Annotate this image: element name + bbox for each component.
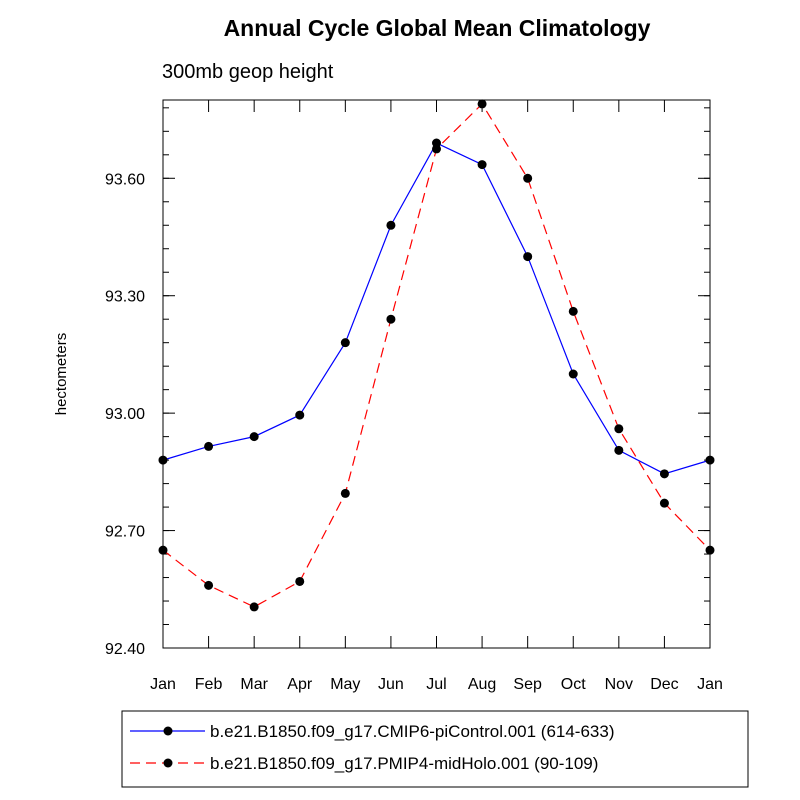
x-tick-label: Dec xyxy=(650,676,678,693)
plot-axes: Jan Feb Mar Apr May Jun Jul Aug Sep Oct Nov Dec Jan 9… xyxy=(105,99,723,693)
y-axis-label: hectometers xyxy=(53,333,70,416)
series-2-point xyxy=(340,488,350,498)
x-tick-label: Mar xyxy=(240,676,268,693)
series-2-point xyxy=(477,99,487,109)
series-1-point xyxy=(204,441,214,451)
series-1-point xyxy=(659,469,669,479)
legend-marker-2 xyxy=(163,758,173,768)
series-1-point xyxy=(249,432,259,442)
x-tick-label: Jun xyxy=(378,676,404,693)
series-1-point xyxy=(705,455,715,465)
x-tick-label: May xyxy=(330,676,360,693)
y-tick-label: 93.30 xyxy=(105,289,145,306)
series-2-point xyxy=(158,545,168,555)
series-line-2 xyxy=(162,102,711,608)
chart-title: Annual Cycle Global Mean Climatology xyxy=(224,15,651,41)
series-2-point xyxy=(295,576,305,586)
series-1-point xyxy=(295,410,305,420)
legend-marker-1 xyxy=(163,726,173,736)
series-2-point xyxy=(432,144,441,154)
x-tick-label: Sep xyxy=(513,676,542,693)
plot-frame xyxy=(162,99,711,649)
series-layer xyxy=(158,99,715,612)
legend-box xyxy=(121,710,749,788)
series-2-point xyxy=(386,314,396,324)
series-2-point xyxy=(659,498,669,508)
y-tick-label: 92.40 xyxy=(105,641,145,658)
series-1-point xyxy=(614,445,624,455)
y-tick-label: 93.00 xyxy=(105,406,145,423)
x-tick-label: Jul xyxy=(426,676,446,693)
y-tick-label: 93.60 xyxy=(105,171,145,188)
series-1-point xyxy=(568,369,578,379)
x-tick-label: Jan xyxy=(697,676,723,693)
series-2-point xyxy=(568,306,578,316)
x-tick-label: Feb xyxy=(195,676,223,693)
legend: b.e21.B1850.f09_g17.CMIP6-piControl.001 … xyxy=(121,710,749,788)
series-2-point xyxy=(523,173,533,183)
series-1-point xyxy=(477,160,487,170)
chart-subtitle: 300mb geop height xyxy=(162,61,334,83)
series-2-point xyxy=(614,424,624,434)
series-2-point xyxy=(204,580,214,590)
series-1-point xyxy=(340,338,350,348)
legend-label-2: b.e21.B1850.f09_g17.PMIP4-midHolo.001 (9… xyxy=(210,754,598,773)
y-tick-label: 92.70 xyxy=(105,524,145,541)
series-1-point xyxy=(523,252,533,262)
x-tick-label: Nov xyxy=(605,676,633,693)
legend-label-1: b.e21.B1850.f09_g17.CMIP6-piControl.001 … xyxy=(210,722,615,741)
series-line-1 xyxy=(162,142,711,475)
series-2-point xyxy=(705,545,715,555)
series-1-point xyxy=(386,220,396,230)
x-tick-label: Aug xyxy=(468,676,496,693)
x-tick-label: Oct xyxy=(561,676,586,693)
x-tick-label: Jan xyxy=(150,676,176,693)
series-2-point xyxy=(249,602,259,612)
series-1-point xyxy=(158,455,168,465)
x-tick-label: Apr xyxy=(287,676,313,693)
